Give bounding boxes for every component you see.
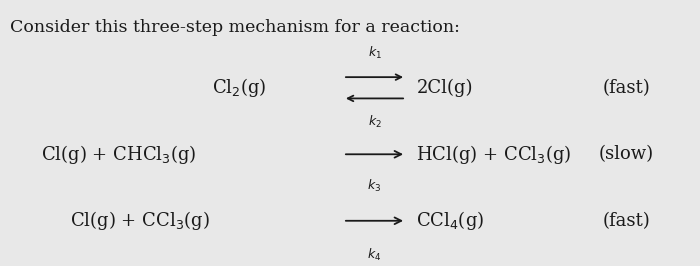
Text: HCl(g) + CCl$_3$(g): HCl(g) + CCl$_3$(g) (416, 143, 572, 166)
Text: (fast): (fast) (603, 212, 650, 230)
Text: $k_4$: $k_4$ (368, 247, 382, 263)
Text: Consider this three-step mechanism for a reaction:: Consider this three-step mechanism for a… (10, 19, 461, 36)
Text: Cl(g) + CHCl$_3$(g): Cl(g) + CHCl$_3$(g) (41, 143, 196, 166)
Text: CCl$_4$(g): CCl$_4$(g) (416, 209, 484, 232)
Text: 2Cl(g): 2Cl(g) (416, 79, 473, 97)
Text: (slow): (slow) (599, 145, 654, 163)
Text: $k_3$: $k_3$ (368, 178, 382, 194)
Text: Cl$_2$(g): Cl$_2$(g) (211, 76, 266, 99)
Text: $k_2$: $k_2$ (368, 114, 382, 130)
Text: Cl(g) + CCl$_3$(g): Cl(g) + CCl$_3$(g) (70, 209, 210, 232)
Text: (fast): (fast) (603, 79, 650, 97)
Text: $k_1$: $k_1$ (368, 45, 382, 61)
